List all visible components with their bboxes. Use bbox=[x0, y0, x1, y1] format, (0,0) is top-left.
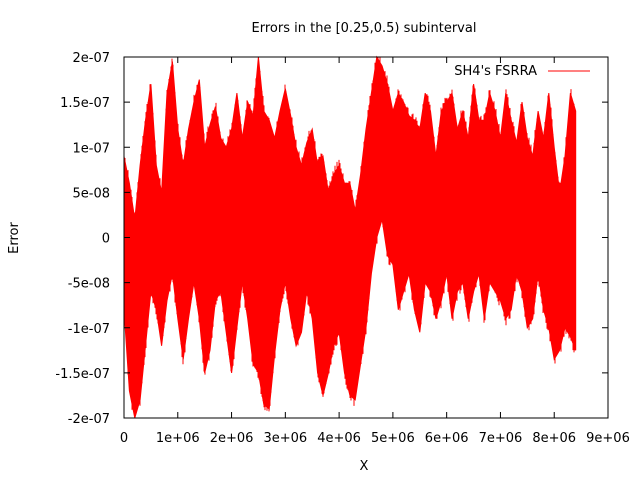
x-tick-label: 9e+06 bbox=[586, 431, 630, 446]
y-tick-label: -1e-07 bbox=[68, 322, 110, 337]
y-tick-label: 5e-08 bbox=[72, 186, 110, 201]
x-tick-label: 5e+06 bbox=[371, 431, 415, 446]
legend-label: SH4's FSRRA bbox=[454, 64, 537, 79]
x-tick-label: 1e+06 bbox=[156, 431, 200, 446]
x-tick-label: 6e+06 bbox=[425, 431, 469, 446]
x-axis-label: X bbox=[360, 459, 369, 474]
legend: SH4's FSRRA bbox=[454, 64, 590, 79]
x-tick-label: 3e+06 bbox=[263, 431, 307, 446]
y-tick-label: 0 bbox=[102, 232, 110, 247]
y-tick-label: -5e-08 bbox=[68, 277, 110, 292]
x-tick-label: 2e+06 bbox=[210, 431, 254, 446]
ticks-layer: 0 1e+06 2e+06 3e+06 4e+06 5e+06 6e+06 7e+06 8e+0… bbox=[55, 51, 629, 446]
series-noise bbox=[123, 57, 576, 412]
chart-title: Errors in the [0.25,0.5) subinterval bbox=[252, 21, 477, 36]
y-tick-label: -1.5e-07 bbox=[55, 367, 110, 382]
y-tick-label: 1.5e-07 bbox=[60, 96, 110, 111]
y-tick-label: 1e-07 bbox=[72, 141, 110, 156]
x-tick-label: 0 bbox=[120, 431, 128, 446]
y-axis-label: Error bbox=[7, 222, 22, 254]
y-tick-label: 2e-07 bbox=[72, 51, 110, 66]
x-tick-label: 4e+06 bbox=[317, 431, 361, 446]
y-tick-label: -2e-07 bbox=[68, 412, 110, 427]
x-tick-label: 8e+06 bbox=[532, 431, 576, 446]
data-layer bbox=[123, 55, 577, 419]
x-tick-label: 7e+06 bbox=[479, 431, 523, 446]
